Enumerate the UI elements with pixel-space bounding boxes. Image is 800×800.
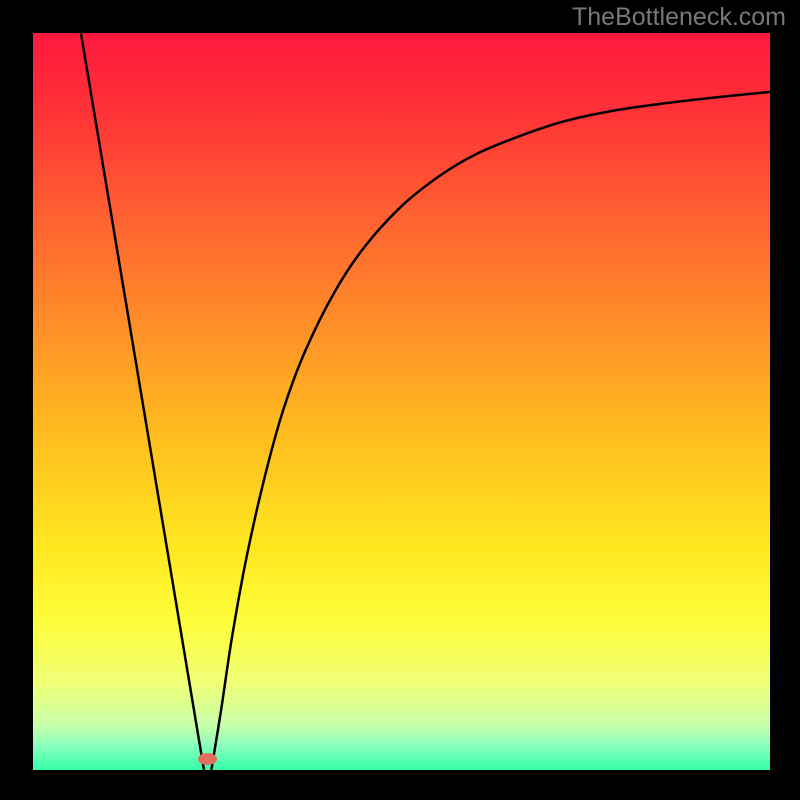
watermark-text: TheBottleneck.com xyxy=(572,3,786,32)
plot-border xyxy=(0,0,800,800)
chart-container: TheBottleneck.com xyxy=(0,0,800,800)
